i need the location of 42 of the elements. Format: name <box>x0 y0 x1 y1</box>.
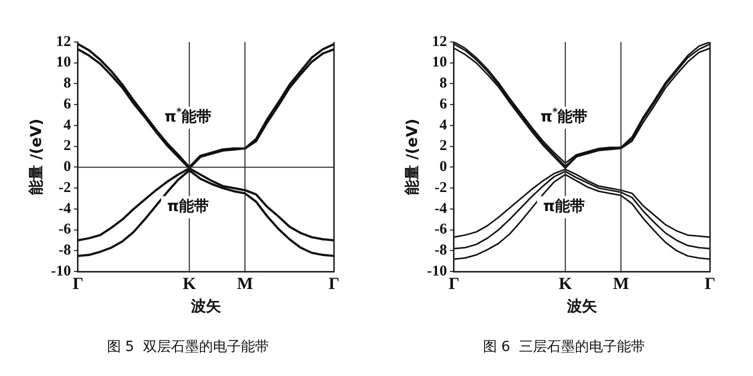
x-tick-label: K <box>558 274 573 294</box>
y-tick-label: 6 <box>63 96 72 112</box>
x-tick-label: M <box>236 274 253 294</box>
y-axis-title: 能量 /(eV) <box>26 118 45 195</box>
y-tick-label: 6 <box>439 96 448 112</box>
y-tick-label: 4 <box>63 117 72 134</box>
y-tick-label: 12 <box>56 34 71 50</box>
y-tick-label: 2 <box>439 138 447 154</box>
y-tick-label: 10 <box>432 54 447 71</box>
x-tick-label: Γ <box>72 274 84 294</box>
x-tick-label: Γ <box>328 274 340 294</box>
y-tick-label: 10 <box>56 54 71 71</box>
text: 图 6 三层石墨的电子能带 <box>482 338 646 356</box>
y-tick-label: -10 <box>50 263 71 280</box>
x-tick-label: Γ <box>448 274 460 294</box>
annotation: π*能带 <box>540 107 588 126</box>
y-tick-label: -8 <box>434 242 447 259</box>
y-tick-label: 12 <box>432 34 447 50</box>
x-tick-label: M <box>612 274 629 294</box>
y-tick-label: -6 <box>58 222 72 238</box>
x-axis-title: 波矢 <box>190 296 222 315</box>
x-tick-label: Γ <box>704 274 716 294</box>
y-axis-title: 能量 /(eV) <box>402 118 421 195</box>
y-tick-label: -4 <box>58 200 72 217</box>
x-axis-title: 波矢 <box>566 296 598 315</box>
y-tick-label: 0 <box>439 159 447 176</box>
annotation: π能带 <box>167 197 210 216</box>
y-tick-label: -2 <box>58 180 71 196</box>
y-tick-label: -8 <box>58 242 71 259</box>
x-tick-label: K <box>182 274 197 294</box>
annotation: π*能带 <box>164 107 212 126</box>
y-tick-label: 8 <box>439 76 447 92</box>
text: 图 5 双层石墨的电子能带 <box>106 338 270 356</box>
y-tick-label: 8 <box>63 76 71 92</box>
y-tick-label: -2 <box>434 180 447 196</box>
y-tick-label: -4 <box>434 200 448 217</box>
annotation: π能带 <box>543 197 586 216</box>
y-tick-label: -10 <box>426 263 447 280</box>
y-tick-label: 0 <box>63 159 71 176</box>
y-tick-label: -6 <box>434 222 448 238</box>
y-tick-label: 2 <box>63 138 71 154</box>
y-tick-label: 4 <box>439 117 448 134</box>
